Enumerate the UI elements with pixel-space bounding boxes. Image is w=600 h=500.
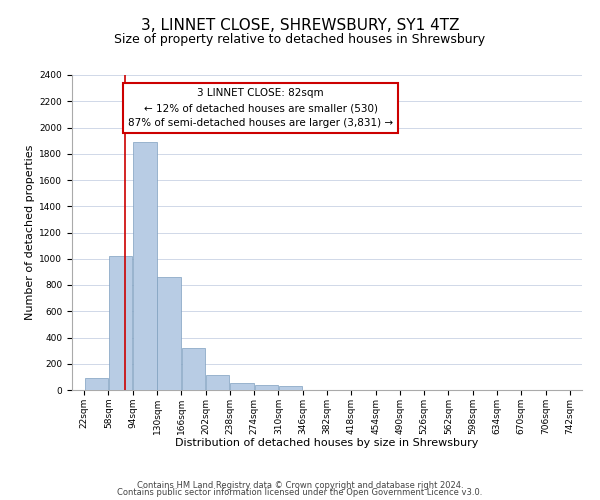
Bar: [182, 348, 205, 390]
Bar: [206, 375, 229, 390]
Bar: [254, 385, 278, 390]
X-axis label: Distribution of detached houses by size in Shrewsbury: Distribution of detached houses by size …: [175, 438, 479, 448]
Bar: [230, 383, 254, 390]
Y-axis label: Number of detached properties: Number of detached properties: [25, 145, 35, 320]
Text: Size of property relative to detached houses in Shrewsbury: Size of property relative to detached ho…: [115, 32, 485, 46]
Text: 3 LINNET CLOSE: 82sqm
← 12% of detached houses are smaller (530)
87% of semi-det: 3 LINNET CLOSE: 82sqm ← 12% of detached …: [128, 88, 393, 128]
Bar: [85, 378, 108, 390]
Bar: [133, 142, 157, 390]
Text: Contains HM Land Registry data © Crown copyright and database right 2024.: Contains HM Land Registry data © Crown c…: [137, 480, 463, 490]
Text: 3, LINNET CLOSE, SHREWSBURY, SY1 4TZ: 3, LINNET CLOSE, SHREWSBURY, SY1 4TZ: [141, 18, 459, 32]
Bar: [109, 256, 133, 390]
Bar: [279, 386, 302, 390]
Text: Contains public sector information licensed under the Open Government Licence v3: Contains public sector information licen…: [118, 488, 482, 497]
Bar: [157, 277, 181, 390]
